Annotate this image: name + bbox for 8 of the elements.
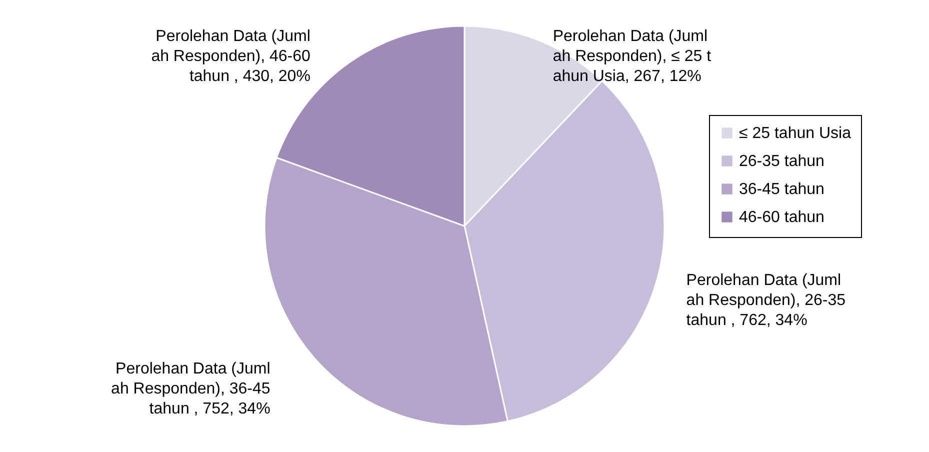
legend-label: 36-45 tahun [739, 181, 824, 198]
data-label: Perolehan Data (Juml ah Responden), ≤ 25 t ahun Usia, 267, 12% [552, 28, 712, 85]
legend-label: 26-35 tahun [739, 153, 824, 170]
legend-label: ≤ 25 tahun Usia [739, 125, 852, 142]
legend-label: 46-60 tahun [739, 209, 824, 226]
data-label: Perolehan Data (Juml ah Responden), 36-45 tahun , 752, 34% [111, 360, 270, 418]
data-label: Perolehan Data (Juml ah Responden), 46-60 tahun , 430, 20% [151, 28, 311, 85]
data-label: Perolehan Data (Juml ah Responden), 26-35 tahun , 762, 34% [686, 272, 846, 330]
